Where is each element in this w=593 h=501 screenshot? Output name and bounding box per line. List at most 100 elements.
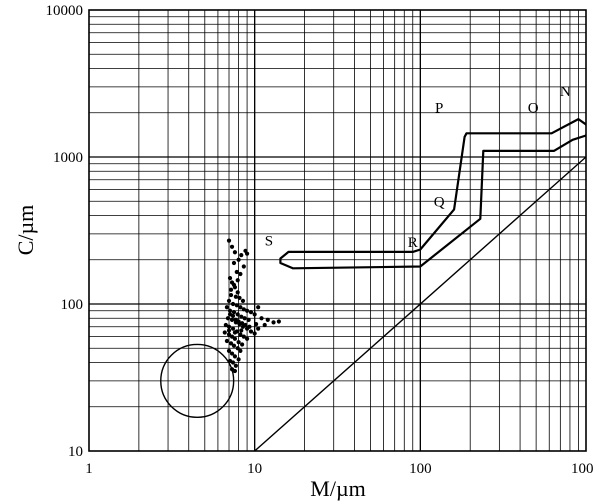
- scatter-point: [241, 334, 246, 339]
- scatter-point: [265, 317, 270, 322]
- scatter-point: [232, 336, 238, 341]
- scatter-point: [240, 321, 245, 326]
- y-axis-title: C/µm: [13, 205, 38, 256]
- chart-shapes: [160, 117, 586, 451]
- scatter-point: [236, 357, 241, 362]
- scatter-point: [227, 308, 233, 313]
- scatter-point: [226, 328, 232, 333]
- scatter-point: [227, 276, 233, 281]
- scatter-point: [228, 292, 234, 298]
- scatter-point: [228, 287, 234, 292]
- scatter-point: [238, 271, 243, 277]
- y-tick-label: 1000: [53, 150, 83, 166]
- scatter-point: [230, 301, 236, 307]
- scatter-point: [232, 354, 238, 359]
- scatter-point: [241, 307, 246, 312]
- region-label-s: S: [265, 234, 273, 250]
- scatter-point: [242, 316, 247, 321]
- scatter-point: [226, 324, 232, 329]
- scatter-point: [244, 308, 250, 313]
- y-tick-label: 10: [68, 444, 83, 460]
- scatter-point: [235, 290, 240, 295]
- plot-frame: [88, 9, 587, 452]
- scatter-point: [256, 305, 261, 310]
- scatter-point: [229, 317, 235, 322]
- scatter-point: [241, 264, 246, 269]
- scatter-point: [224, 305, 230, 310]
- scatter-point: [252, 312, 257, 317]
- x-tick-label: 100: [409, 461, 432, 477]
- scatter-point: [244, 251, 250, 256]
- scatter-point: [235, 346, 240, 351]
- scatter-point: [253, 321, 259, 327]
- grid: [89, 10, 586, 451]
- scatter-point: [225, 316, 231, 321]
- scatter-point: [238, 348, 243, 353]
- scatter-point: [248, 329, 254, 334]
- scatter-point: [239, 253, 244, 258]
- region-label-p: P: [435, 101, 443, 117]
- scatter-point: [259, 316, 264, 321]
- scatter-point: [234, 269, 239, 275]
- x-tick-label: 10: [247, 461, 262, 477]
- y-tick-label: 100: [61, 297, 84, 313]
- scatter-point: [252, 331, 257, 336]
- scatter-point: [231, 260, 237, 266]
- scatter-point: [230, 326, 236, 331]
- x-tick-label: 1000: [571, 461, 593, 477]
- scatter-point: [237, 295, 242, 301]
- region-label-o: O: [528, 101, 539, 117]
- scatter-point: [238, 305, 243, 310]
- scatter-point: [235, 278, 240, 283]
- scatter-point: [232, 250, 238, 255]
- region-label-q: Q: [434, 195, 445, 211]
- scatter-point: [226, 348, 232, 353]
- scatter-point: [233, 363, 238, 368]
- diagonal-line: [254, 156, 586, 451]
- scatter-point: [262, 322, 267, 328]
- region-labels: S R Q P O N: [265, 84, 571, 251]
- scatter-point: [229, 351, 235, 356]
- scatter-point: [248, 310, 254, 315]
- scatter-point: [224, 338, 230, 344]
- scatter-point: [239, 314, 244, 319]
- scatter-point: [231, 282, 237, 287]
- scatter-point: [256, 326, 261, 331]
- scatter-point: [229, 244, 235, 249]
- scatter-point: [236, 257, 241, 262]
- axis-ticks: 110100100010100100010000: [46, 3, 593, 477]
- scatter-point: [222, 330, 227, 335]
- scatter-point: [240, 342, 245, 347]
- scatter-point: [230, 313, 236, 318]
- scatter-series: [222, 238, 281, 374]
- scatter-point: [223, 322, 228, 328]
- y-tick-label: 10000: [46, 3, 84, 19]
- scatter-point: [229, 334, 235, 339]
- scatter-point: [238, 332, 243, 337]
- scatter-point: [232, 368, 238, 374]
- scatter-point: [234, 303, 239, 308]
- scatter-point: [246, 317, 251, 322]
- scatter-point: [236, 319, 241, 324]
- scatter-point: [236, 340, 241, 345]
- scatter-point: [243, 322, 248, 328]
- scatter-point: [231, 343, 237, 348]
- region-label-r: R: [408, 235, 418, 251]
- scatter-point: [239, 328, 244, 333]
- scatter-point: [240, 298, 246, 303]
- scatter-point: [226, 238, 232, 243]
- scatter-point: [276, 319, 281, 324]
- scatter-point: [247, 324, 252, 329]
- scatter-point: [231, 310, 237, 315]
- region-label-n: N: [560, 84, 571, 100]
- scatter-point: [271, 320, 276, 325]
- circle-region: [160, 343, 235, 419]
- scatter-point: [233, 294, 238, 299]
- x-axis-title: M/µm: [310, 476, 365, 501]
- scatter-point: [226, 298, 232, 303]
- scatter-point: [230, 360, 236, 365]
- scatter-point: [235, 312, 240, 317]
- scatter-point: [244, 336, 250, 341]
